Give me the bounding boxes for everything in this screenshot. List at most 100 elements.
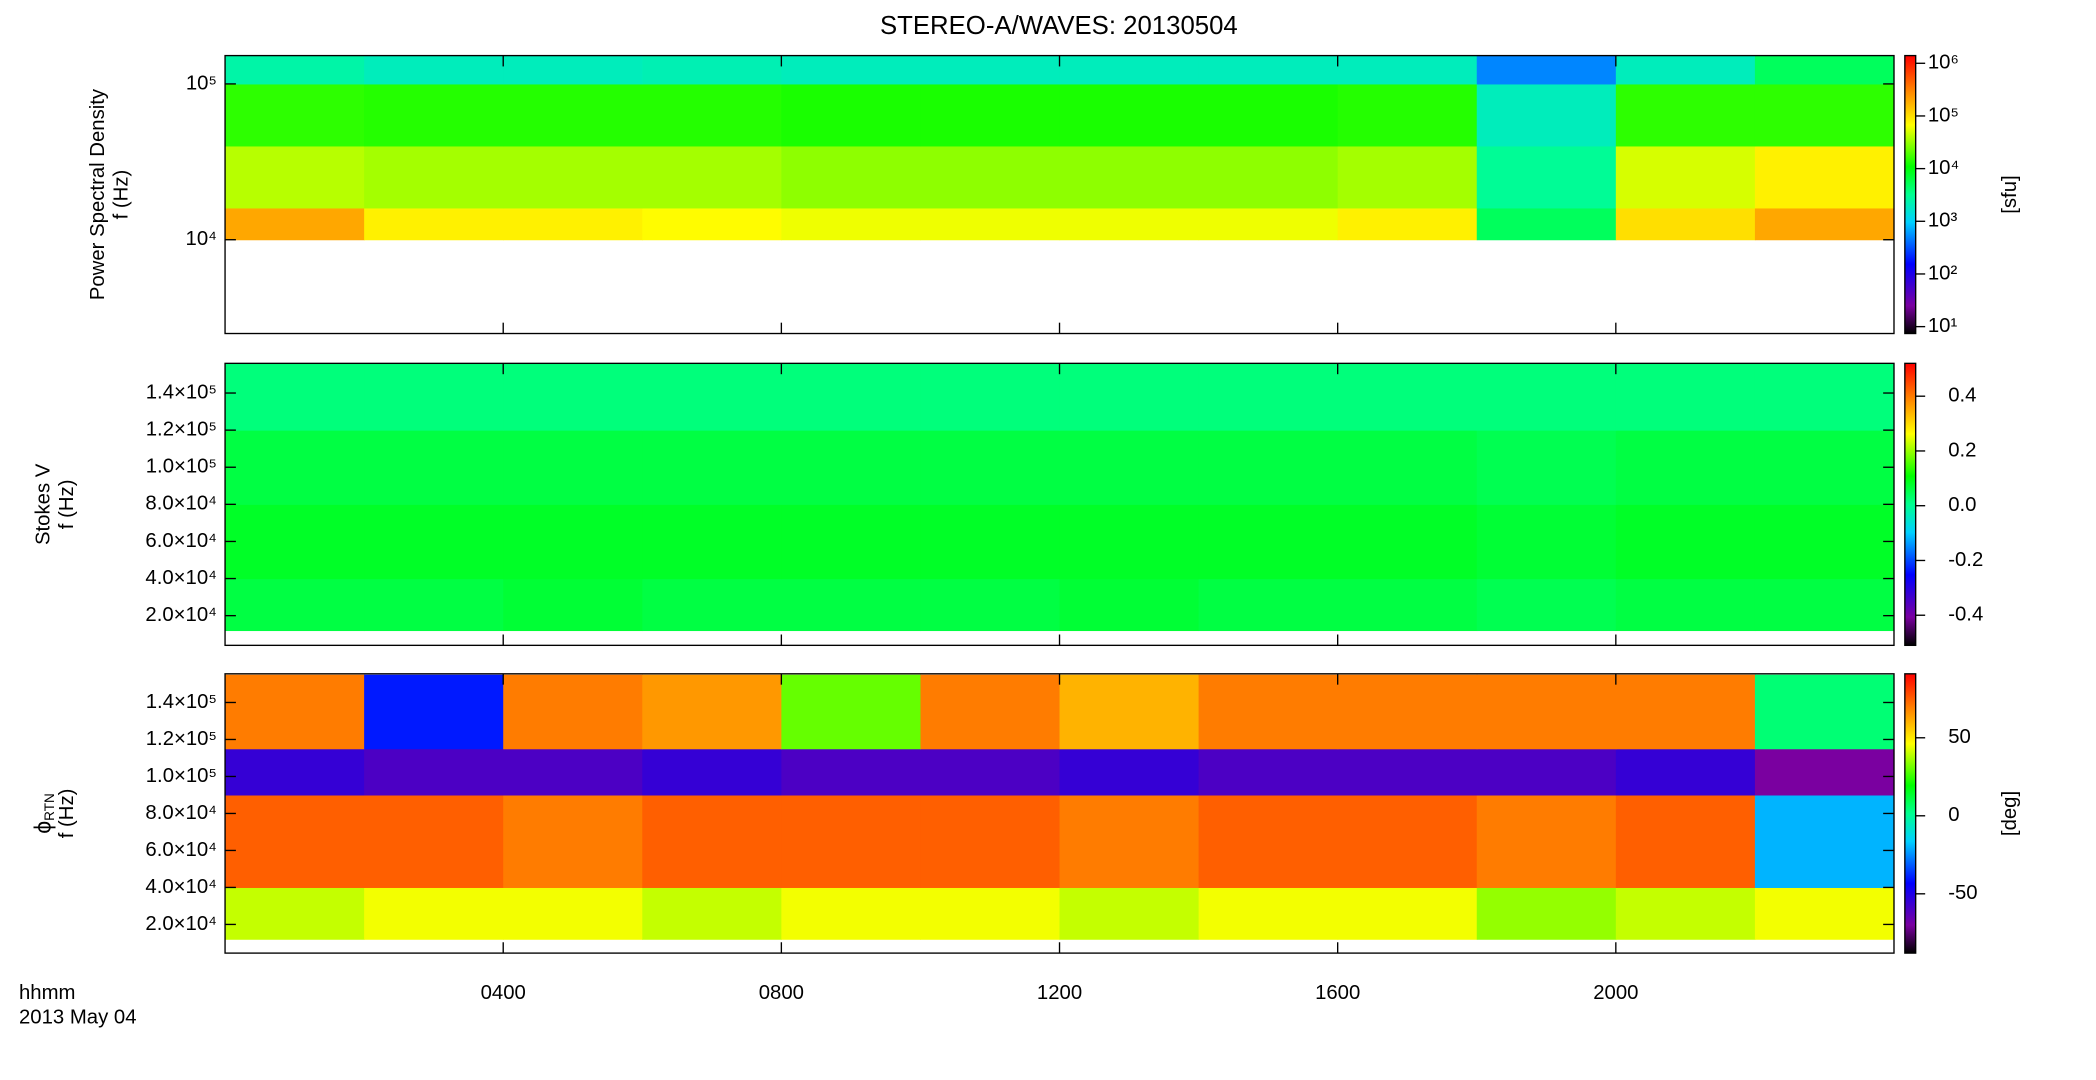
heatmap-cell — [1754, 55, 1895, 85]
heatmap-cell — [642, 55, 782, 85]
heatmap-cell — [503, 748, 643, 796]
chart-title: STEREO-A/WAVES: 20130504 — [880, 12, 1238, 40]
y-axis-label: Power Spectral Density — [87, 88, 109, 300]
heatmap-cell — [364, 55, 504, 85]
colorbar — [1904, 54, 1917, 335]
heatmap-cell — [781, 887, 921, 940]
heatmap-cell — [364, 748, 504, 796]
heatmap-cell — [1337, 55, 1478, 85]
heatmap-cell — [503, 504, 643, 580]
heatmap-cell — [1059, 207, 1200, 241]
heatmap-cell — [642, 363, 782, 431]
heatmap-cell — [1059, 748, 1200, 796]
heatmap-cell — [1198, 748, 1339, 796]
heatmap-cell — [642, 794, 782, 888]
x-axis-label: hhmm — [19, 982, 75, 1004]
heatmap-cell — [1615, 887, 1756, 940]
heatmap-cell — [1198, 83, 1339, 147]
y-tick-label: 6.0×10⁴ — [145, 530, 216, 552]
heatmap-cell — [1198, 207, 1339, 241]
x-tick-label: 1200 — [1037, 982, 1082, 1004]
heatmap-cell — [1059, 674, 1200, 750]
heatmap-cell — [225, 887, 365, 940]
y-tick-label: 8.0×10⁴ — [145, 802, 216, 824]
heatmap-cell — [920, 578, 1061, 632]
colorbar — [1904, 673, 1917, 954]
heatmap-cell — [642, 430, 782, 505]
y-tick-label: 10⁵ — [186, 72, 217, 94]
colorbar-tick-label: 10⁶ — [1928, 52, 1959, 74]
heatmap — [225, 55, 1895, 241]
heatmap-cell — [1337, 748, 1478, 796]
heatmap-cell — [642, 578, 782, 632]
heatmap-cell — [1337, 504, 1478, 580]
heatmap-cell — [1476, 363, 1617, 431]
y-tick-label: 1.4×10⁵ — [146, 381, 217, 403]
heatmap-cell — [781, 748, 921, 796]
heatmap-cell — [1754, 887, 1895, 940]
heatmap-cell — [1476, 207, 1617, 241]
heatmap-cell — [642, 887, 782, 940]
heatmap-cell — [1615, 748, 1756, 796]
heatmap-cell — [781, 504, 921, 580]
x-tick-label: 2000 — [1593, 982, 1638, 1004]
y-tick-label: 1.2×10⁵ — [146, 728, 217, 750]
heatmap-cell — [364, 83, 504, 147]
heatmap-cell — [1337, 145, 1478, 209]
heatmap-cell — [781, 83, 921, 147]
y-tick-label: 4.0×10⁴ — [145, 567, 216, 589]
heatmap-cell — [225, 83, 365, 147]
heatmap-cell — [1615, 430, 1756, 505]
heatmap-cell — [1476, 55, 1617, 85]
heatmap-cell — [1615, 794, 1756, 888]
heatmap-cell — [1754, 145, 1895, 209]
heatmap-cell — [1059, 578, 1200, 632]
heatmap-cell — [1337, 363, 1478, 431]
heatmap-cell — [1337, 674, 1478, 750]
heatmap-cell — [1615, 145, 1756, 209]
heatmap-cell — [1198, 887, 1339, 940]
y-tick-label: 8.0×10⁴ — [145, 493, 216, 515]
colorbar-label: [deg] — [1999, 791, 2021, 836]
y-axis-label-text: Stokes V — [33, 463, 55, 545]
heatmap-cell — [1059, 794, 1200, 888]
heatmap-cell — [1476, 887, 1617, 940]
y-axis-label-subscript: RTN — [42, 793, 57, 821]
x-tick-label: 0800 — [759, 982, 804, 1004]
heatmap-cell — [781, 794, 921, 888]
heatmap-cell — [1337, 794, 1478, 888]
heatmap-cell — [920, 207, 1061, 241]
heatmap-cell — [225, 748, 365, 796]
heatmap-cell — [1198, 55, 1339, 85]
y-axis-label: f (Hz) — [56, 789, 78, 839]
heatmap-cell — [1059, 504, 1200, 580]
colorbar-tick-label: -0.2 — [1948, 549, 1983, 571]
heatmap-cell — [781, 363, 921, 431]
heatmap-cell — [1059, 83, 1200, 147]
heatmap-cell — [920, 674, 1061, 750]
heatmap-cell — [364, 363, 504, 431]
heatmap-cell — [1476, 578, 1617, 632]
heatmap-cell — [364, 578, 504, 632]
heatmap-cell — [1754, 504, 1895, 580]
heatmap-cell — [225, 504, 365, 580]
y-axis-label-text: ϕ — [30, 821, 56, 834]
x-tick-label: 0400 — [481, 982, 526, 1004]
heatmap-cell — [1754, 83, 1895, 147]
y-tick-label: 2.0×10⁴ — [145, 604, 216, 626]
colorbar-tick-label: -50 — [1948, 882, 1977, 904]
y-axis-label: f (Hz) — [56, 479, 78, 529]
heatmap-cell — [503, 794, 643, 888]
heatmap-cell — [1754, 674, 1895, 750]
heatmap-cell — [1754, 363, 1895, 431]
colorbar-tick-label: 10⁵ — [1928, 104, 1959, 126]
y-tick-label: 1.0×10⁵ — [146, 456, 217, 478]
heatmap-cell — [1476, 794, 1617, 888]
heatmap-cell — [1198, 794, 1339, 888]
heatmap-cell — [781, 674, 921, 750]
heatmap-cell — [1476, 674, 1617, 750]
heatmap-cell — [781, 55, 921, 85]
heatmap-cell — [503, 83, 643, 147]
y-tick-label: 1.4×10⁵ — [146, 691, 217, 713]
